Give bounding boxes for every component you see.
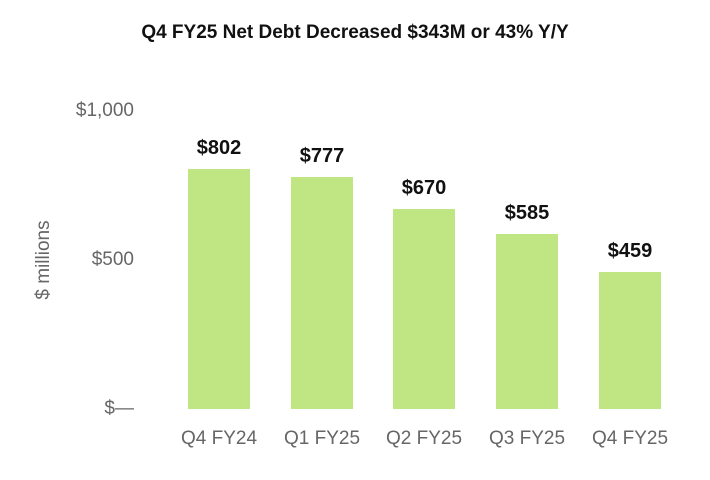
- bar-value-label: $802: [196, 137, 242, 160]
- x-tick-label: Q4 FY25: [591, 428, 669, 449]
- y-tick-500: $500: [91, 249, 134, 270]
- bar: [393, 208, 455, 409]
- bar-value-label: $459: [607, 239, 653, 262]
- bar: [599, 271, 661, 409]
- bar: [188, 169, 250, 409]
- chart-title: Q4 FY25 Net Debt Decreased $343M or 43% …: [141, 22, 569, 43]
- bar-value-label: $670: [401, 176, 447, 199]
- x-tick-label: Q1 FY25: [283, 428, 361, 449]
- bar-value-label: $585: [504, 202, 550, 225]
- y-tick-0: $—: [104, 398, 134, 419]
- y-tick-1000: $1,000: [75, 100, 134, 121]
- y-axis-label: $ millions: [33, 220, 54, 300]
- x-tick-label: Q3 FY25: [488, 428, 566, 449]
- bar: [291, 176, 353, 409]
- bar: [496, 234, 558, 409]
- bar-value-label: $777: [299, 144, 345, 167]
- x-tick-label: Q2 FY25: [385, 428, 463, 449]
- x-tick-label: Q4 FY24: [180, 428, 258, 449]
